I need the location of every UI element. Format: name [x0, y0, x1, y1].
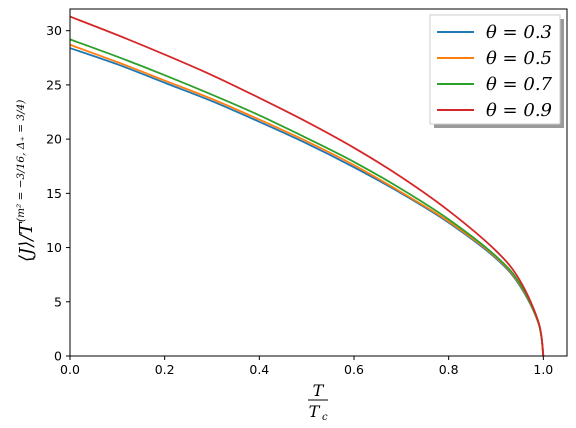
y-tick-label: 5	[54, 294, 62, 309]
legend-label: θ = 0.5	[486, 48, 552, 69]
x-tick-label: 1.0	[533, 362, 553, 377]
x-tick-label: 0.6	[344, 362, 364, 377]
legend-label: θ = 0.7	[486, 74, 553, 95]
y-tick-label: 10	[46, 240, 62, 255]
series-lines	[69, 15, 545, 357]
series-line-2	[69, 38, 545, 357]
legend: θ = 0.3 θ = 0.5 θ = 0.7 θ = 0.9	[429, 14, 564, 128]
legend-entries: θ = 0.3 θ = 0.5 θ = 0.7 θ = 0.9	[437, 22, 553, 121]
x-tick-label: 0.2	[155, 362, 175, 377]
y-axis-title-exponent: (m² = −3/16, Δ₊ = 3/4)	[15, 100, 27, 222]
y-tick-label: 15	[46, 186, 62, 201]
x-tick-label: 0.4	[249, 362, 269, 377]
x-tick-label: 0.8	[439, 362, 459, 377]
series-line-3	[69, 15, 545, 357]
legend-label: θ = 0.9	[486, 100, 552, 121]
x-axis-title: T T c	[308, 381, 328, 423]
y-tick-label: 25	[46, 77, 62, 92]
legend-box	[429, 14, 561, 125]
y-axis-title-main: ⟨J⟩/T	[16, 221, 37, 262]
plot-frame	[69, 8, 568, 357]
y-tick-label: 0	[54, 349, 62, 364]
x-axis-title-numerator: T	[313, 381, 325, 400]
y-tick-label: 30	[46, 23, 62, 38]
legend-label: θ = 0.3	[486, 22, 552, 43]
x-axis-title-denominator: T	[309, 402, 321, 421]
x-tick-label: 0.0	[60, 362, 80, 377]
y-tick-label: 20	[46, 132, 62, 147]
axis-ticks: 0.0 0.2 0.4 0.6 0.8 1.0 0 5 10 15 20 25 30	[46, 23, 553, 377]
y-axis-title: ⟨J⟩/T (m² = −3/16, Δ₊ = 3/4)	[15, 100, 37, 262]
x-axis-title-denominator-sub: c	[322, 412, 328, 423]
